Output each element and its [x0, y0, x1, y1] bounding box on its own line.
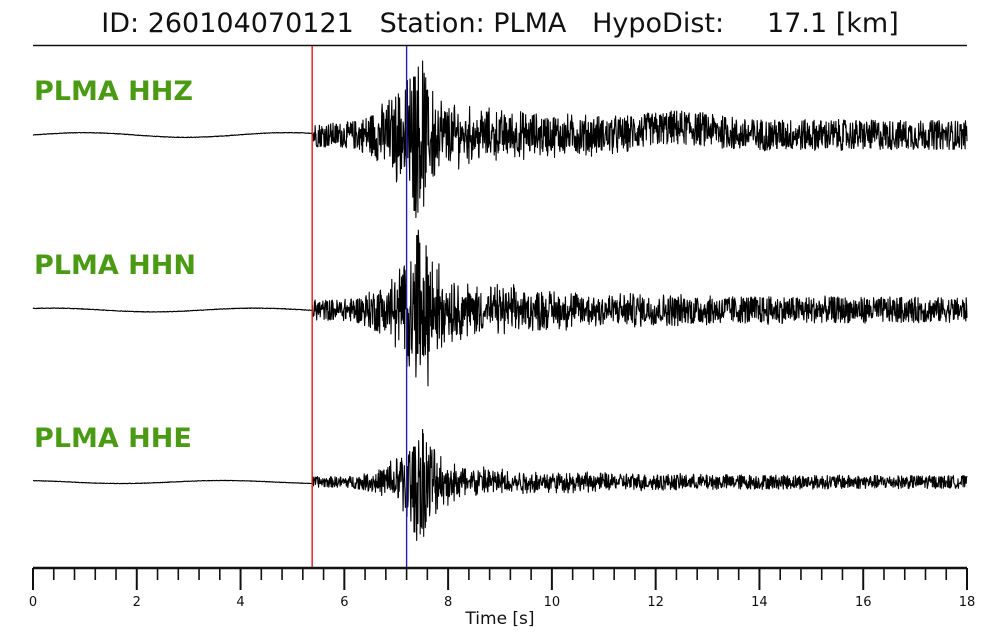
trace-hhz — [32, 60, 968, 219]
x-tick-label: 18 — [959, 595, 976, 610]
x-tick-label: 0 — [29, 595, 37, 610]
x-tick-label: 14 — [751, 595, 768, 610]
trace-hhn — [32, 229, 968, 387]
traces-group — [32, 60, 968, 542]
trace-hhe — [32, 428, 968, 542]
event-id: 260104070121 — [147, 8, 354, 39]
hypodist-value: 17.1 — [767, 8, 828, 39]
x-tick-label: 6 — [340, 595, 348, 610]
time-axis: 0 2 4 6 8 10 12 14 16 18 Time [s] — [29, 566, 976, 629]
x-tick-label: 16 — [855, 595, 872, 610]
x-tick-label: 2 — [133, 595, 141, 610]
hypodist-unit: [km] — [835, 8, 899, 39]
picks-group — [311, 46, 408, 568]
id-label: ID: — [101, 8, 140, 39]
x-tick-label: 10 — [544, 595, 561, 610]
channel-label-hhe: PLMA HHE — [34, 423, 192, 454]
x-tick-label: 8 — [444, 595, 452, 610]
x-tick-label: 4 — [236, 595, 244, 610]
station-label: Station: — [379, 8, 485, 39]
x-tick-label: 12 — [647, 595, 664, 610]
channel-label-hhn: PLMA HHN — [34, 250, 196, 281]
channel-label-hhz: PLMA HHZ — [34, 76, 193, 107]
chart-title: ID: 260104070121 Station: PLMA HypoDist:… — [0, 6, 1000, 42]
channel-labels: PLMA HHZ PLMA HHN PLMA HHE — [34, 76, 196, 454]
station-name: PLMA — [493, 8, 567, 39]
hypodist-label: HypoDist: — [592, 8, 725, 39]
x-axis-label: Time [s] — [464, 609, 534, 629]
